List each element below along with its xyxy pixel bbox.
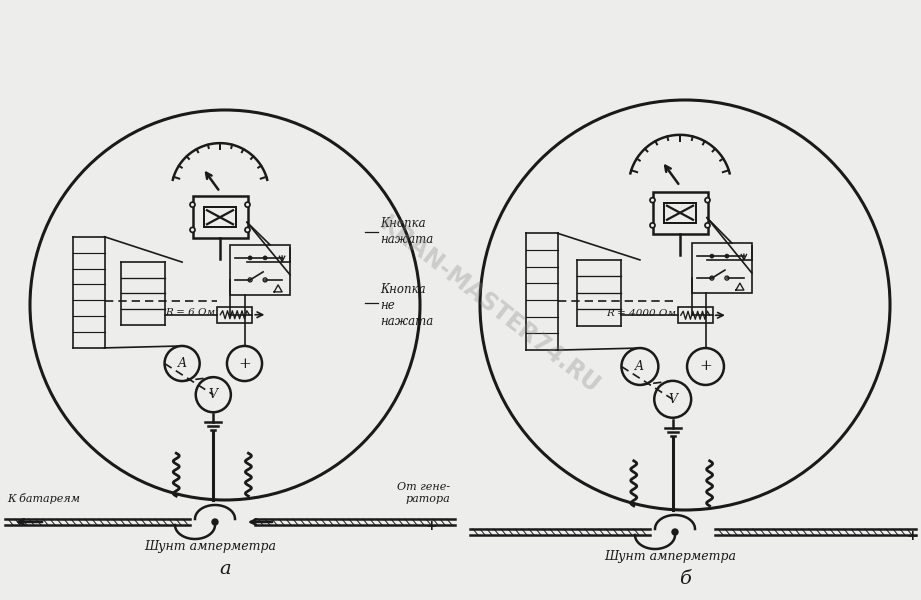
Text: +: + bbox=[239, 356, 251, 370]
Text: KRAN-MASTER74.RU: KRAN-MASTER74.RU bbox=[375, 212, 605, 398]
Text: +: + bbox=[906, 529, 917, 543]
Circle shape bbox=[190, 227, 195, 232]
Circle shape bbox=[654, 381, 691, 418]
Text: От гене-
ратора: От гене- ратора bbox=[397, 482, 450, 504]
Text: Шунт амперметра: Шунт амперметра bbox=[604, 550, 736, 563]
Circle shape bbox=[622, 348, 659, 385]
Circle shape bbox=[710, 254, 714, 258]
Bar bbox=[664, 203, 696, 223]
Circle shape bbox=[650, 223, 655, 228]
Text: V: V bbox=[209, 388, 217, 401]
Bar bbox=[652, 192, 707, 234]
Circle shape bbox=[480, 100, 890, 510]
Text: Кнопка
не
нажата: Кнопка не нажата bbox=[380, 283, 434, 328]
Circle shape bbox=[190, 202, 195, 207]
Text: б: б bbox=[679, 570, 691, 588]
Circle shape bbox=[705, 197, 710, 203]
Circle shape bbox=[650, 197, 655, 203]
Circle shape bbox=[165, 346, 200, 381]
Text: Шунт амперметра: Шунт амперметра bbox=[144, 540, 276, 553]
Text: V: V bbox=[669, 393, 677, 406]
Text: а: а bbox=[219, 560, 231, 578]
Bar bbox=[204, 207, 236, 227]
Text: +: + bbox=[425, 519, 437, 533]
Text: Кнопка
нажата: Кнопка нажата bbox=[380, 217, 434, 246]
Text: R = 4000 Ом: R = 4000 Ом bbox=[606, 309, 676, 318]
Bar bbox=[692, 243, 752, 293]
Circle shape bbox=[705, 223, 710, 228]
Bar bbox=[217, 307, 252, 323]
Circle shape bbox=[245, 202, 250, 207]
Text: R = 6 Ом: R = 6 Ом bbox=[165, 308, 216, 317]
Circle shape bbox=[263, 256, 267, 260]
Circle shape bbox=[248, 256, 252, 260]
Bar bbox=[230, 245, 290, 295]
Text: A: A bbox=[178, 357, 187, 370]
Bar bbox=[192, 196, 248, 238]
Text: К батареям: К батареям bbox=[7, 493, 80, 504]
Text: A: A bbox=[635, 360, 645, 373]
Circle shape bbox=[30, 110, 420, 500]
Circle shape bbox=[212, 519, 218, 525]
Circle shape bbox=[227, 346, 262, 381]
Circle shape bbox=[672, 529, 678, 535]
Text: +: + bbox=[699, 359, 712, 373]
Circle shape bbox=[196, 377, 231, 412]
Circle shape bbox=[687, 348, 724, 385]
Circle shape bbox=[725, 254, 729, 258]
Bar bbox=[678, 307, 713, 323]
Circle shape bbox=[245, 227, 250, 232]
